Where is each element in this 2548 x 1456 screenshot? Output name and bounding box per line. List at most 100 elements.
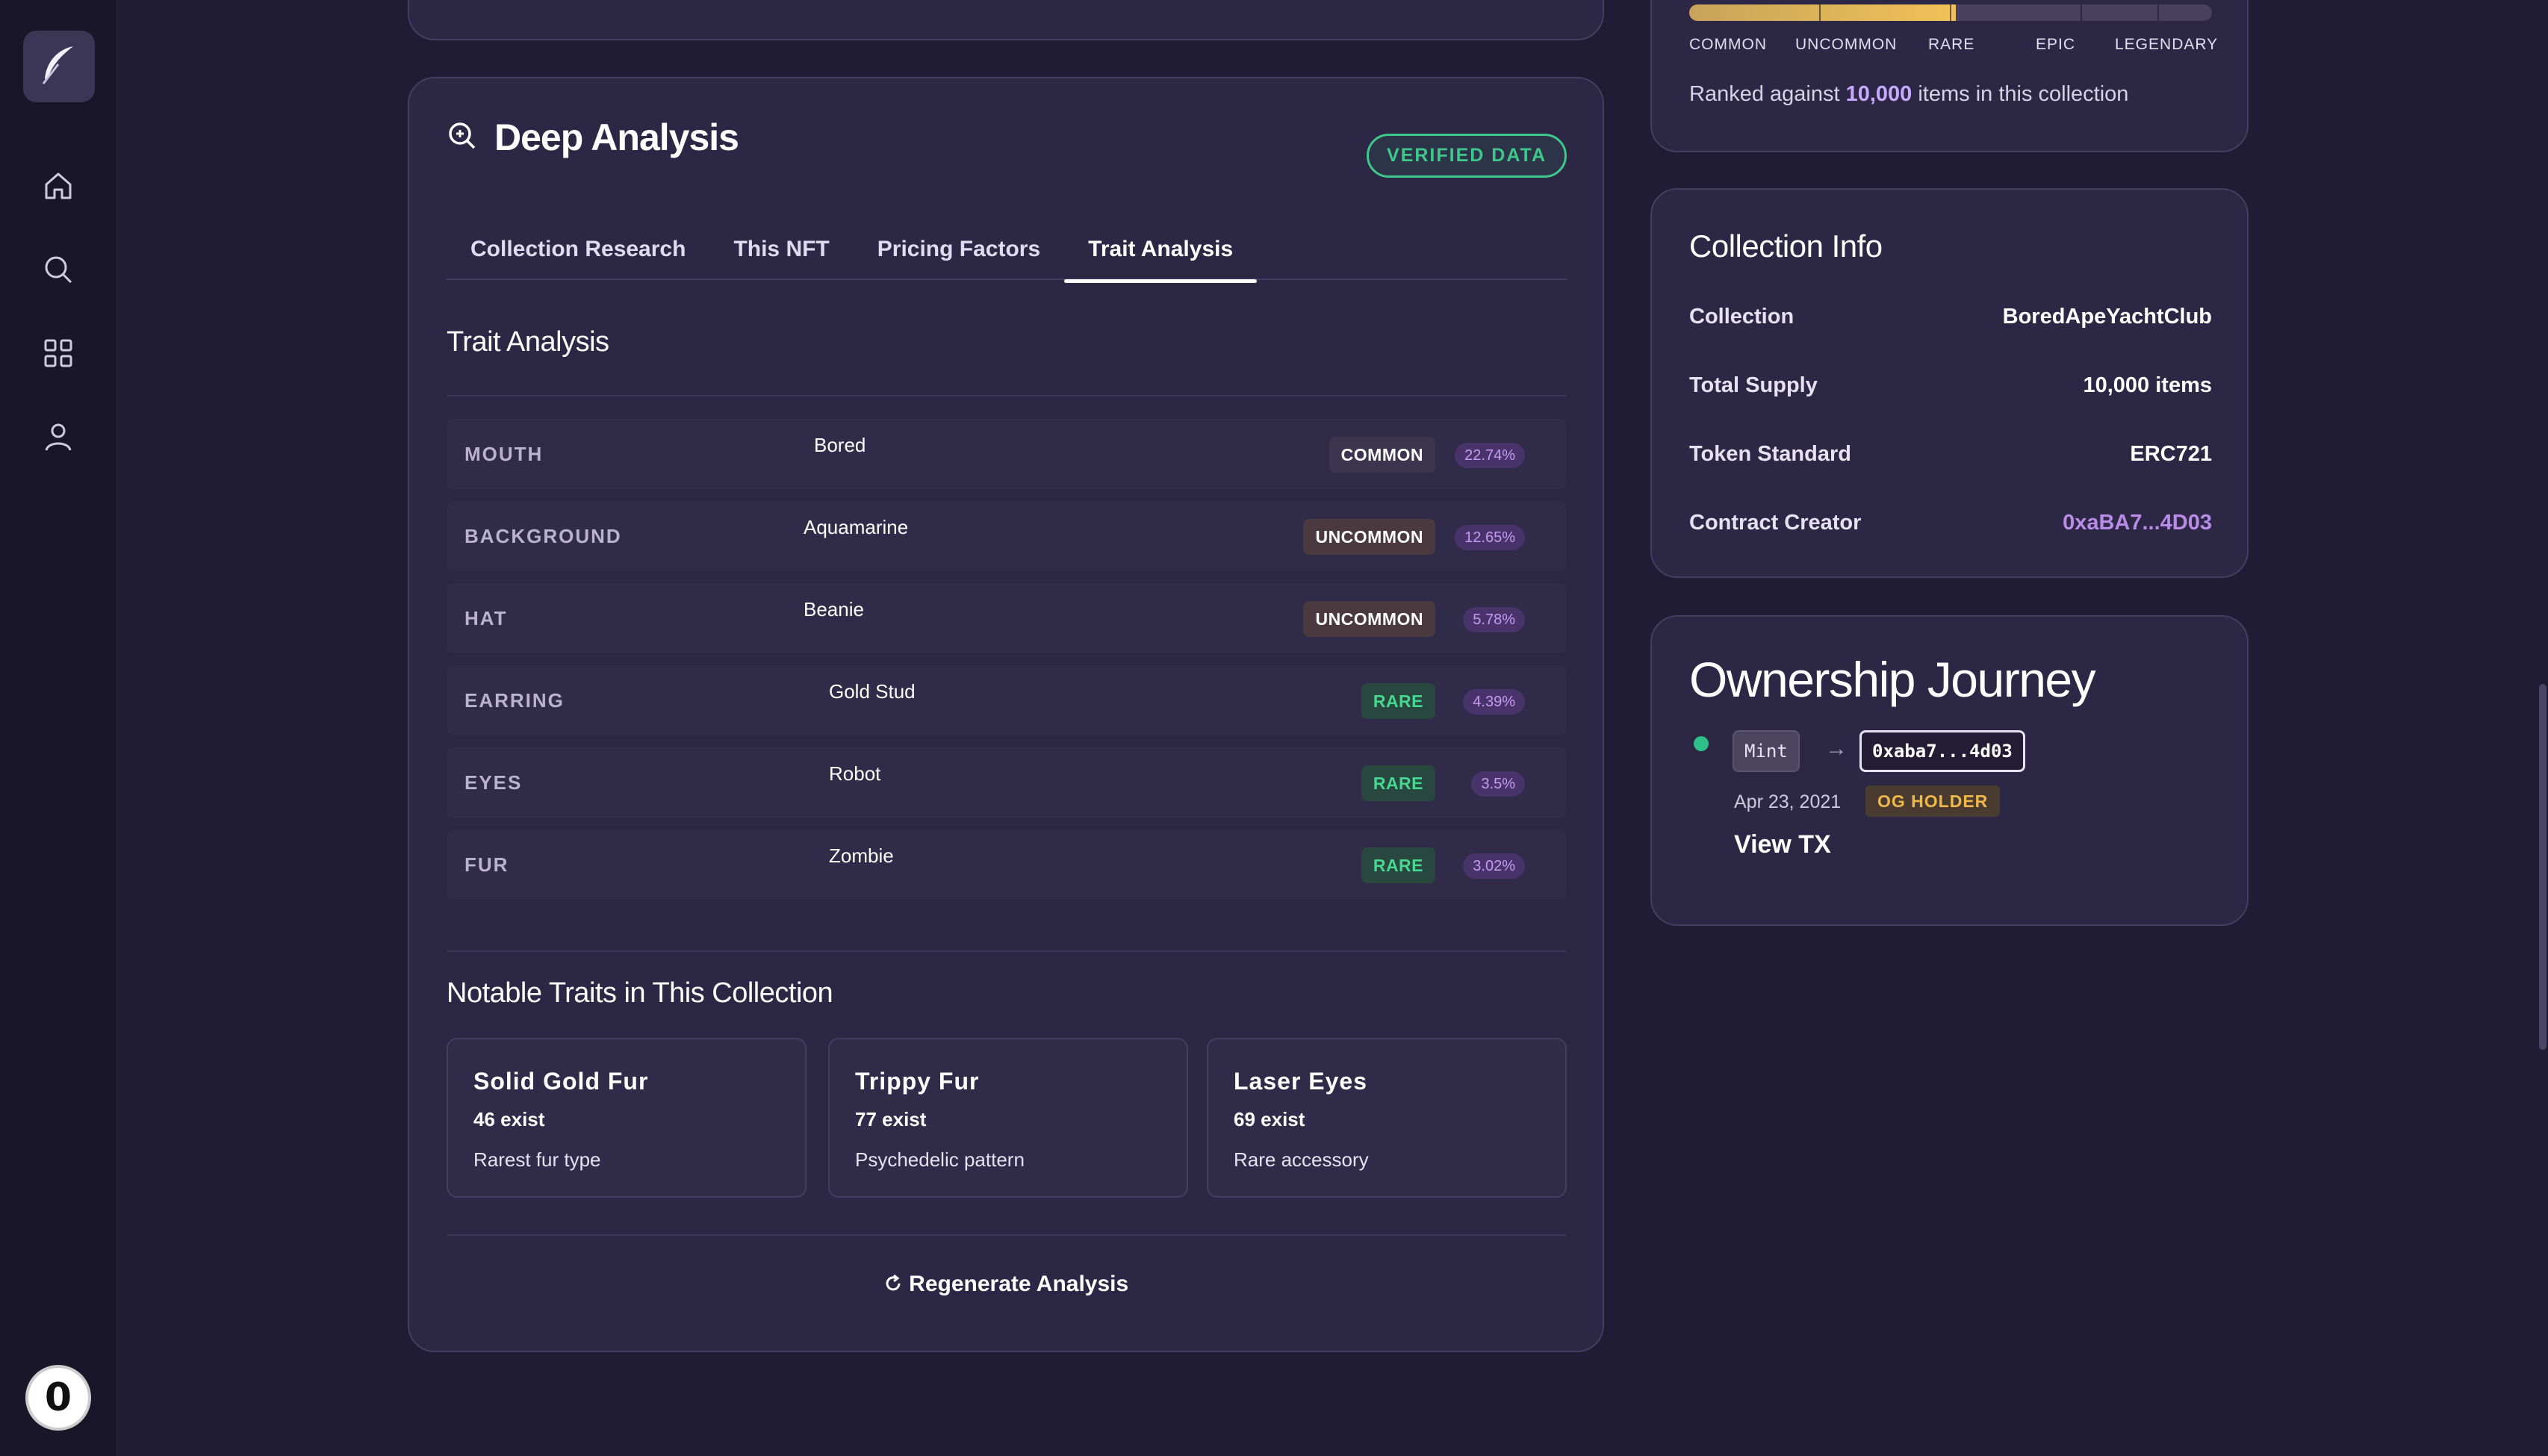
trait-value: Gold Stud [829,680,916,703]
user-icon[interactable] [42,420,75,453]
tab-this-nft[interactable]: This NFT [733,237,830,261]
trait-row: BACKGROUND Aquamarine UNCOMMON 12.65% [447,501,1567,571]
notable-trait-card[interactable]: Solid Gold Fur 46 exist Rarest fur type [447,1038,807,1198]
rarity-badge: COMMON [1329,437,1435,473]
rarity-label: LEGENDARY [2115,36,2219,53]
tab-trait-analysis[interactable]: Trait Analysis [1064,220,1258,283]
account-badge[interactable]: 0 [25,1365,91,1431]
deep-analysis-header: Deep Analysis [447,116,739,159]
ranked-suffix: items in this collection [1912,82,2129,106]
regenerate-analysis-button[interactable]: Regenerate Analysis [409,1272,1603,1297]
notable-trait-count: 46 exist [473,1108,545,1130]
rarity-label: COMMON [1689,36,1767,53]
notable-trait-card[interactable]: Laser Eyes 69 exist Rare accessory [1207,1038,1567,1198]
tab-pricing-factors[interactable]: Pricing Factors [877,237,1041,261]
notable-trait-count: 77 exist [855,1108,927,1130]
divider [447,1234,1567,1236]
notable-trait-desc: Rare accessory [1234,1148,1369,1171]
trait-row: HAT Beanie UNCOMMON 5.78% [447,583,1567,653]
notable-traits-heading: Notable Traits in This Collection [447,977,833,1009]
ownership-journey-card: Ownership Journey Mint → 0xaba7...4d03 A… [1650,615,2249,926]
previous-card [408,0,1604,40]
view-tx-link[interactable]: View TX [1734,830,1831,859]
collection-info-title: Collection Info [1689,228,1883,264]
rarity-badge: RARE [1361,765,1435,801]
deep-analysis-title: Deep Analysis [494,116,739,158]
trait-key: EARRING [464,689,565,712]
trait-percent: 3.02% [1463,853,1525,879]
scrollbar[interactable] [2539,684,2547,1050]
info-label: Token Standard [1689,442,1851,466]
trait-key: MOUTH [464,443,544,465]
contract-creator-link[interactable]: 0xaBA7...4D03 [2063,511,2212,535]
info-value: 10,000 items [2083,373,2212,397]
trait-percent: 3.5% [1471,771,1525,797]
info-label: Collection [1689,305,1795,329]
rarity-card: COMMON UNCOMMON RARE EPIC LEGENDARY Rank… [1650,0,2249,152]
rarity-bar [1689,4,2212,21]
home-icon[interactable] [42,169,75,202]
timeline-dot [1694,736,1709,751]
trait-percent: 4.39% [1463,689,1525,715]
notable-trait-name: Laser Eyes [1234,1068,1368,1095]
divider [447,395,1567,396]
rarity-label: EPIC [2036,36,2076,53]
rarity-labels: COMMON UNCOMMON RARE EPIC LEGENDARY [1689,36,2217,58]
og-holder-badge: OG HOLDER [1865,785,2001,817]
trait-value: Beanie [804,598,864,620]
trait-row: EARRING Gold Stud RARE 4.39% [447,665,1567,735]
to-address-chip[interactable]: 0xaba7...4d03 [1859,730,2025,772]
trait-percent: 22.74% [1455,443,1525,468]
info-label: Contract Creator [1689,511,1862,535]
notable-trait-count: 69 exist [1234,1108,1305,1130]
app-logo[interactable] [23,31,95,102]
info-row: Contract Creator 0xaBA7...4D03 [1689,511,2212,541]
collection-info-card: Collection Info Collection BoredApeYacht… [1650,188,2249,578]
analysis-tabs: Collection Research This NFT Pricing Fac… [447,220,1567,283]
magnify-analysis-icon [447,120,478,155]
info-value: BoredApeYachtClub [2002,305,2212,329]
trait-key: BACKGROUND [464,525,622,547]
trait-value: Bored [814,434,866,456]
search-icon[interactable] [42,253,75,286]
info-row: Total Supply 10,000 items [1689,373,2212,403]
tab-collection-research[interactable]: Collection Research [470,237,686,261]
trait-percent: 5.78% [1463,607,1525,632]
trait-value: Zombie [829,844,894,867]
trait-row: EYES Robot RARE 3.5% [447,747,1567,818]
trait-row: MOUTH Bored COMMON 22.74% [447,419,1567,489]
info-row: Token Standard ERC721 [1689,442,2212,472]
feather-logo-icon [36,42,82,92]
info-label: Total Supply [1689,373,1818,397]
deep-analysis-card: Deep Analysis VERIFIED DATA Collection R… [408,77,1604,1352]
from-chip: Mint [1733,730,1800,772]
rarity-label: UNCOMMON [1795,36,1898,53]
rarity-label: RARE [1928,36,1975,53]
notable-trait-card[interactable]: Trippy Fur 77 exist Psychedelic pattern [828,1038,1188,1198]
trait-key: HAT [464,607,508,629]
rarity-badge: RARE [1361,683,1435,719]
info-value: ERC721 [2130,442,2212,466]
trait-analysis-heading: Trait Analysis [447,326,609,358]
grid-icon[interactable] [42,337,75,370]
ranked-count: 10,000 [1845,82,1912,106]
sidebar: 0 [0,0,117,1456]
transfer-date: Apr 23, 2021 [1734,791,1842,812]
rarity-bar-fill [1689,4,1956,21]
regenerate-label: Regenerate Analysis [909,1272,1129,1296]
notable-trait-desc: Rarest fur type [473,1148,601,1171]
rarity-badge: UNCOMMON [1303,519,1435,555]
ranked-prefix: Ranked against [1689,82,1846,106]
ranked-text: Ranked against 10,000 items in this coll… [1689,82,2128,107]
ownership-journey-title: Ownership Journey [1689,652,2096,707]
trait-value: Robot [829,762,881,785]
divider [447,951,1567,952]
rarity-tick [2081,4,2082,21]
rarity-tick [1950,4,1951,21]
trait-value: Aquamarine [804,516,909,538]
rarity-badge: UNCOMMON [1303,601,1435,637]
notable-trait-desc: Psychedelic pattern [855,1148,1025,1171]
info-row: Collection BoredApeYachtClub [1689,305,2212,335]
verified-data-badge: VERIFIED DATA [1367,134,1567,178]
notable-trait-name: Trippy Fur [855,1068,980,1095]
